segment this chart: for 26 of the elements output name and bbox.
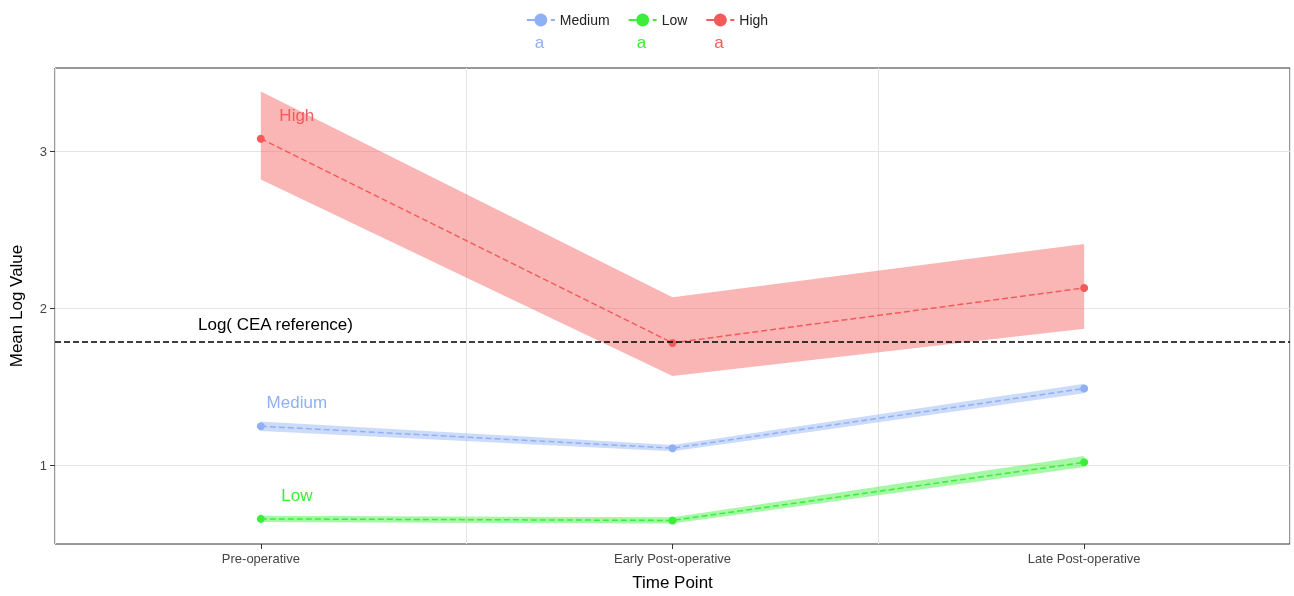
ref-line-label: Log( CEA reference) xyxy=(198,315,353,335)
point xyxy=(1080,283,1089,292)
point xyxy=(256,134,265,143)
legend-label: Low xyxy=(661,12,689,28)
point xyxy=(256,514,265,523)
x-tick-label: Early Post-operative xyxy=(613,551,732,566)
point xyxy=(256,422,265,431)
text: Medium xyxy=(266,393,328,413)
text: a xyxy=(534,33,545,52)
point xyxy=(668,516,677,525)
y-tick-label: 2 xyxy=(39,300,47,316)
text: a xyxy=(714,33,725,52)
y-axis-title: Mean Log Value xyxy=(7,244,26,368)
legend-label: Medium xyxy=(559,12,610,28)
x-tick-label: Pre-operative xyxy=(221,551,300,566)
x-axis-title: Time Point xyxy=(632,573,714,592)
text: a xyxy=(636,33,647,52)
y-tick-label: 1 xyxy=(39,457,47,473)
legend-label: High xyxy=(739,12,769,28)
point xyxy=(1080,458,1089,467)
text: Low xyxy=(281,485,313,505)
y-tick-label: 3 xyxy=(39,143,47,159)
point xyxy=(1080,384,1089,393)
text: High xyxy=(279,105,315,125)
x-tick-label: Late Post-operative xyxy=(1027,551,1141,566)
point xyxy=(668,444,677,453)
